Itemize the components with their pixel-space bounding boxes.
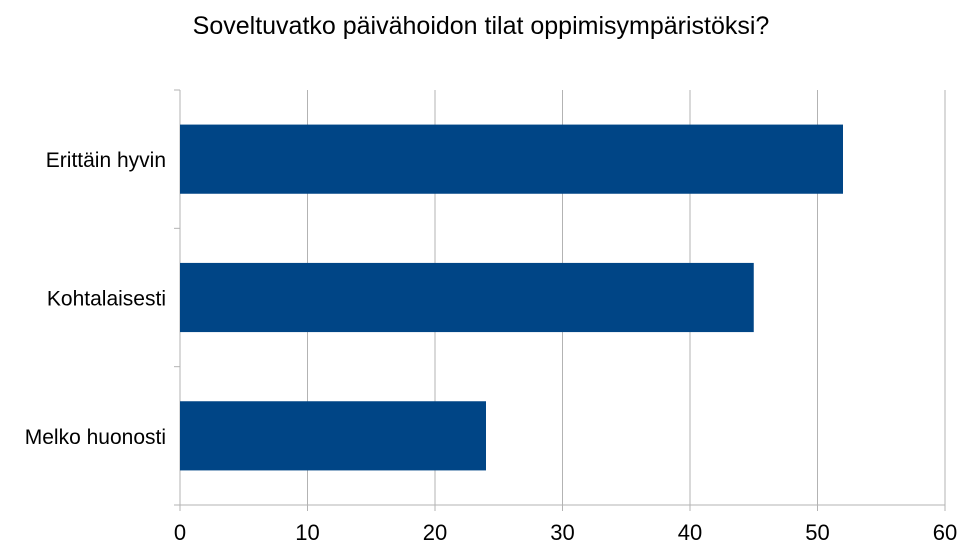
category-labels: Erittäin hyvin Kohtalaisesti Melko huonost… (25, 149, 166, 449)
x-tick-labels: 0 10 20 30 40 50 60 (174, 520, 957, 545)
x-tick-label: 0 (174, 520, 186, 545)
bar-1 (180, 262, 754, 333)
category-label: Kohtalaisesti (47, 288, 166, 311)
bar-2 (180, 401, 486, 471)
x-tick-label: 10 (295, 520, 319, 545)
category-label: Erittäin hyvin (46, 149, 166, 172)
chart-title: Soveltuvatko päivähoidon tilat oppimisym… (192, 12, 770, 40)
x-tick-label: 40 (678, 520, 702, 545)
bars (180, 124, 843, 471)
x-tick-label: 30 (550, 520, 574, 545)
bar-0 (180, 124, 843, 194)
x-tick-label: 60 (933, 520, 957, 545)
x-tick-label: 50 (805, 520, 829, 545)
x-tick-label: 20 (423, 520, 447, 545)
category-label: Melko huonosti (25, 426, 166, 449)
